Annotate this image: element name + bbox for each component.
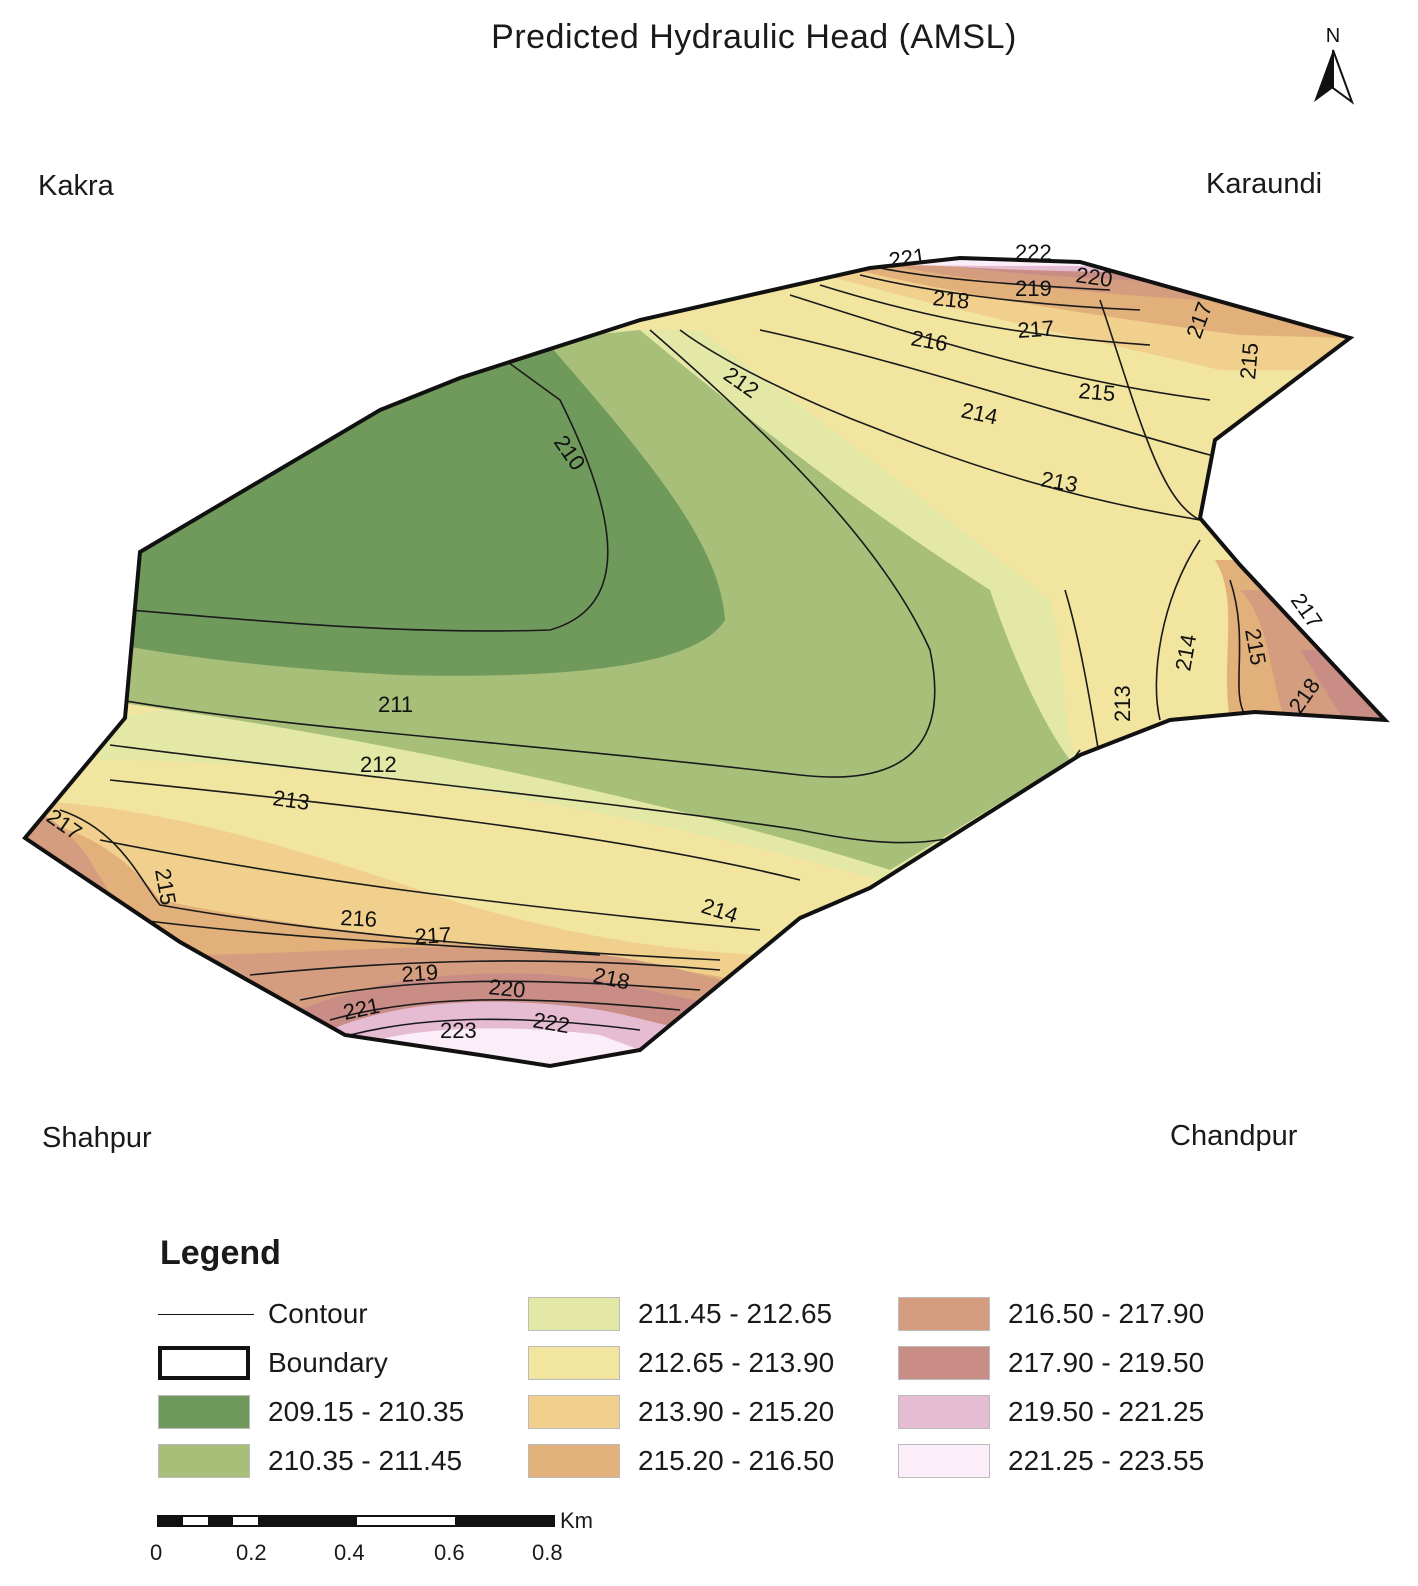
contour-215 xyxy=(789,294,1211,401)
legend-range-label: 212.65 - 213.90 xyxy=(638,1347,835,1378)
contour-label-group: 210 211 212 212 213 213 213 214 214 214 … xyxy=(42,240,1327,1043)
map-title: Predicted Hydraulic Head (AMSL) xyxy=(491,18,1017,56)
contour-label: 217 xyxy=(414,922,452,949)
contour-label: 223 xyxy=(440,1018,477,1043)
contour-label: 211 xyxy=(378,692,413,717)
place-label-kakra: Kakra xyxy=(38,170,114,202)
legend-range-label: 211.45 - 212.65 xyxy=(638,1298,833,1329)
contour-216-south xyxy=(139,919,601,956)
north-arrow-right-half xyxy=(1332,49,1355,105)
contour-label: 213 xyxy=(1110,685,1135,722)
contour-line-symbol xyxy=(158,1313,254,1315)
boundary-symbol xyxy=(158,1346,250,1380)
contour-215-south xyxy=(59,809,721,961)
legend-swatch xyxy=(158,1444,250,1478)
legend-swatch xyxy=(898,1346,990,1380)
contour-217-south xyxy=(249,960,721,976)
contour-label: 220 xyxy=(1074,262,1114,292)
legend-swatch xyxy=(528,1346,620,1380)
legend-swatch xyxy=(528,1395,620,1429)
contour-216 xyxy=(819,284,1151,346)
legend-class-item: 219.50 - 221.25 xyxy=(898,1394,1204,1430)
contour-214-ne xyxy=(1099,299,1201,521)
contour-label: 215 xyxy=(1078,378,1117,406)
scale-tick-label: 0.4 xyxy=(334,1540,365,1565)
contour-215-east xyxy=(1229,579,1246,716)
contour-label: 220 xyxy=(487,974,526,1003)
contour-label: 222 xyxy=(1015,240,1052,265)
scale-tick-label: 0.6 xyxy=(434,1540,465,1565)
contour-210 xyxy=(129,359,609,632)
contour-214-south xyxy=(99,839,761,931)
contour-label: 216 xyxy=(340,905,378,932)
contour-214 xyxy=(759,329,1211,456)
legend-class-item: 212.65 - 213.90 xyxy=(528,1345,834,1381)
head-surface xyxy=(25,258,1385,1066)
contour-label: 212 xyxy=(360,752,397,777)
legend-label: Contour xyxy=(268,1298,368,1329)
legend-class-item: 215.20 - 216.50 xyxy=(528,1443,834,1479)
legend-range-label: 216.50 - 217.90 xyxy=(1008,1298,1205,1329)
contour-217 xyxy=(859,274,1141,311)
north-arrow-left-half xyxy=(1314,50,1333,102)
contour-label: 215 xyxy=(1235,342,1263,381)
contour-214-east xyxy=(1155,539,1201,721)
legend-swatch xyxy=(898,1395,990,1429)
contour-218 xyxy=(879,267,1111,291)
place-label-shahpur: Shahpur xyxy=(42,1122,152,1154)
contour-222-south xyxy=(349,1018,641,1036)
legend-range-label: 209.15 - 210.35 xyxy=(268,1396,465,1427)
scale-unit: Km xyxy=(560,1508,593,1533)
legend-class-item: 213.90 - 215.20 xyxy=(528,1394,834,1430)
scale-tick-label: 0 xyxy=(150,1540,163,1565)
contour-211 xyxy=(119,329,936,778)
place-label-karaundi: Karaundi xyxy=(1206,168,1323,200)
legend-range-label: 215.20 - 216.50 xyxy=(638,1445,835,1476)
legend-class-item: 210.35 - 211.45 xyxy=(158,1443,462,1479)
scale-tick-label: 0.2 xyxy=(236,1540,267,1565)
contour-label: 219 xyxy=(1015,276,1052,301)
legend-item-contour: Contour xyxy=(158,1296,368,1332)
place-label-chandpur: Chandpur xyxy=(1170,1120,1298,1152)
contour-label: 219 xyxy=(401,959,439,987)
legend-swatch xyxy=(528,1297,620,1331)
study-area-boundary xyxy=(22,255,1390,1069)
contour-213-south xyxy=(109,779,801,881)
legend-swatch xyxy=(898,1444,990,1478)
scale-tick-label: 0.8 xyxy=(532,1540,563,1565)
legend-swatch xyxy=(158,1395,250,1429)
zone-209-15-210-35 xyxy=(120,340,725,676)
legend-item-boundary: Boundary xyxy=(158,1345,388,1381)
zone-s-221-25-223-55 xyxy=(360,1028,640,1066)
legend-swatch xyxy=(528,1444,620,1478)
legend-range-label: 221.25 - 223.55 xyxy=(1008,1445,1205,1476)
legend-range-label: 210.35 - 211.45 xyxy=(268,1445,463,1476)
north-arrow: N xyxy=(1314,25,1355,105)
legend-class-item: 221.25 - 223.55 xyxy=(898,1443,1204,1479)
contour-label: 218 xyxy=(931,285,970,314)
north-arrow-label: N xyxy=(1326,25,1340,47)
legend-label: Boundary xyxy=(268,1347,388,1378)
contour-220-south xyxy=(329,998,681,1021)
legend-swatch xyxy=(898,1297,990,1331)
legend-class-item: 209.15 - 210.35 xyxy=(158,1394,464,1430)
legend-class-item: 217.90 - 219.50 xyxy=(898,1345,1204,1381)
contour-label: 221 xyxy=(887,243,927,273)
contour-213-north xyxy=(679,329,1201,521)
legend-class-item: 211.45 - 212.65 xyxy=(528,1296,832,1332)
legend-range-label: 219.50 - 221.25 xyxy=(1008,1396,1205,1427)
contour-label: 217 xyxy=(1017,315,1055,343)
contour-label: 213 xyxy=(271,785,311,815)
legend-range-label: 217.90 - 219.50 xyxy=(1008,1347,1205,1378)
legend-class-item: 216.50 - 217.90 xyxy=(898,1296,1204,1332)
legend-range-label: 213.90 - 215.20 xyxy=(638,1396,835,1427)
contour-213-east xyxy=(1064,589,1101,761)
scale-bar xyxy=(157,1515,555,1527)
legend-title: Legend xyxy=(160,1234,281,1272)
contour-218-south xyxy=(299,980,701,1001)
